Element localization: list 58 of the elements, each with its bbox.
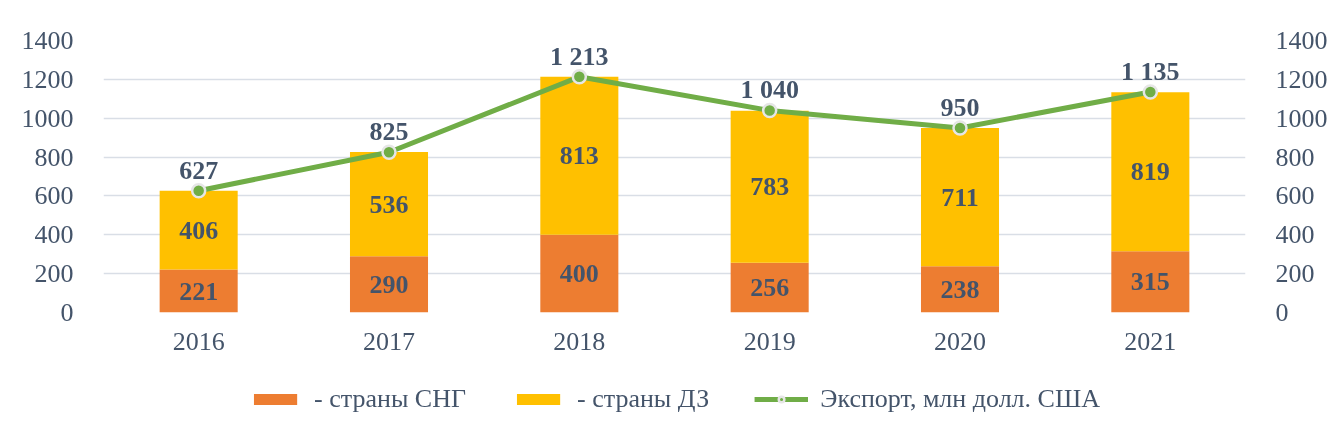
x-tick-label: 2016 [172, 326, 225, 356]
bar [1111, 251, 1190, 313]
bar [1111, 92, 1190, 252]
data-label: 819 [1130, 157, 1170, 187]
y-tick-label: 200 [34, 259, 74, 289]
point [761, 102, 778, 119]
y2-tick-label: 1200 [1275, 64, 1328, 94]
y-tick-label: 400 [34, 220, 74, 250]
data-label: 315 [1130, 267, 1170, 297]
bar [159, 190, 238, 270]
data-label: 536 [369, 189, 409, 219]
data-label: 1 213 [550, 41, 609, 71]
point [190, 182, 207, 199]
data-label: 783 [750, 172, 790, 202]
x-tick-label: 2021 [1124, 326, 1177, 356]
y-tick-label: 1000 [21, 103, 74, 133]
bar [349, 152, 429, 257]
x-tick-label: 2018 [553, 326, 606, 356]
y-tick-label: 1200 [21, 64, 74, 94]
x-tick-label: 2020 [934, 326, 986, 356]
data-label: 1 040 [740, 75, 799, 105]
x-tick-label: 2017 [363, 326, 415, 356]
y2-tick-label: 200 [1275, 259, 1315, 289]
data-label: 813 [559, 141, 599, 171]
y2-tick-label: 1400 [1275, 26, 1328, 55]
data-label: 238 [940, 274, 980, 304]
data-label: 256 [750, 273, 790, 303]
y-tick-label: 0 [60, 298, 74, 327]
point [1142, 84, 1159, 100]
bar [540, 76, 619, 235]
data-label: 627 [179, 155, 219, 185]
y2-tick-label: 0 [1275, 298, 1289, 327]
data-label: 1 135 [1121, 56, 1180, 86]
legend-label: - страны СНГ [314, 384, 467, 414]
x-tick-label: 2019 [743, 326, 796, 356]
bar [730, 110, 809, 263]
y-tick-label: 600 [34, 181, 74, 211]
data-label: 711 [941, 182, 979, 212]
point [571, 69, 588, 85]
legend-label: Экспорт, млн долл. США [820, 384, 1100, 414]
data-label: 290 [369, 269, 409, 299]
bar [920, 128, 1000, 267]
data-label: 400 [559, 259, 599, 289]
y2-tick-label: 1000 [1275, 103, 1328, 133]
bar [540, 234, 619, 313]
data-label: 950 [940, 92, 980, 122]
y2-tick-label: 600 [1275, 181, 1315, 211]
y-tick-label: 800 [34, 142, 74, 172]
bar [349, 256, 429, 313]
data-label: 406 [179, 215, 219, 245]
data-label: 825 [369, 117, 409, 147]
y-tick-label: 1400 [21, 26, 74, 55]
point [381, 144, 397, 160]
y2-tick-label: 400 [1275, 220, 1315, 250]
y2-tick-label: 800 [1275, 142, 1315, 172]
point [952, 120, 968, 136]
legend-label: - страны ДЗ [577, 384, 710, 414]
data-label: 221 [179, 276, 219, 306]
